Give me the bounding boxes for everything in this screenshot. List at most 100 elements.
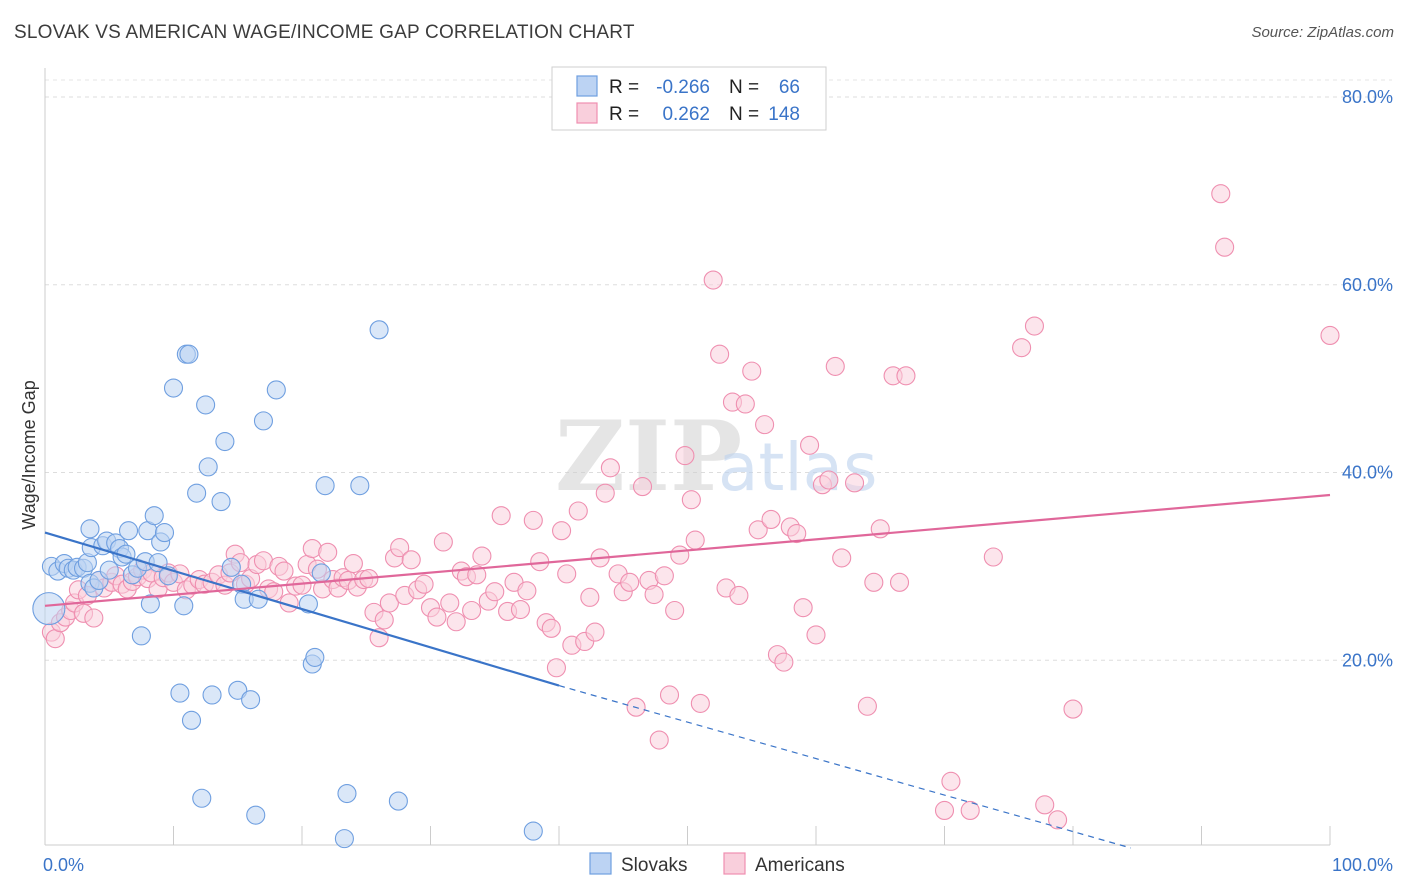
- american-point: [742, 361, 762, 381]
- american-point: [896, 366, 916, 386]
- watermark-zip: ZIP: [555, 400, 742, 513]
- slovak-point: [131, 626, 151, 646]
- american-point: [644, 584, 664, 605]
- american-point: [934, 800, 955, 821]
- slovak-point: [246, 805, 266, 825]
- american-point: [806, 625, 826, 645]
- legend-r-label-americans: R =: [609, 104, 639, 125]
- american-point: [681, 490, 701, 510]
- american-point: [819, 470, 839, 490]
- american-point: [832, 548, 852, 568]
- american-point: [390, 538, 410, 558]
- american-point: [517, 581, 537, 601]
- american-point: [600, 458, 620, 478]
- legend-r-label-slovaks: R =: [609, 77, 639, 98]
- american-point: [675, 446, 695, 466]
- american-point: [793, 598, 813, 618]
- american-point: [446, 612, 466, 632]
- american-point: [523, 510, 543, 530]
- american-point: [620, 572, 640, 592]
- american-point: [755, 415, 775, 435]
- american-point: [274, 561, 294, 581]
- american-point: [472, 546, 492, 566]
- american-point: [857, 696, 877, 716]
- slovak-point: [350, 476, 370, 496]
- american-point: [1012, 338, 1032, 358]
- american-point: [1024, 316, 1044, 336]
- american-point: [427, 607, 447, 627]
- american-point: [440, 593, 460, 613]
- slovak-point: [174, 596, 194, 616]
- slovak-point: [337, 784, 357, 804]
- legend-n-label-americans: N =: [729, 104, 759, 125]
- american-point: [632, 477, 653, 497]
- american-point: [889, 572, 910, 592]
- american-point: [787, 523, 807, 544]
- slovak-point: [198, 457, 218, 477]
- slovak-point: [187, 483, 207, 503]
- american-point: [729, 585, 749, 606]
- american-point: [557, 564, 577, 584]
- slovak-point: [170, 683, 190, 703]
- american-point: [84, 608, 104, 628]
- american-point: [568, 501, 588, 521]
- american-point: [1320, 325, 1340, 345]
- american-point: [960, 800, 980, 821]
- y-tick-label-0: 20.0%: [1342, 650, 1393, 670]
- american-point: [414, 574, 434, 594]
- american-point: [844, 473, 865, 493]
- american-point: [491, 506, 511, 526]
- american-point: [761, 509, 781, 529]
- slovak-point: [228, 680, 248, 700]
- x-tick-label-min: 0.0%: [43, 855, 84, 875]
- legend-swatch-slovaks: [576, 75, 598, 97]
- legend-n-value-americans: 148: [768, 104, 800, 125]
- american-point: [748, 520, 768, 540]
- legend-n-label-slovaks: N =: [729, 77, 759, 98]
- legend-r-value-slovaks: -0.266: [656, 77, 710, 98]
- slovak-point: [523, 821, 543, 841]
- american-point: [941, 771, 961, 791]
- y-axis-label: Wage/Income Gap: [19, 380, 39, 529]
- american-point: [685, 530, 705, 550]
- americans-points: [41, 184, 1340, 830]
- american-point: [774, 652, 794, 672]
- legend-swatch-americans: [576, 102, 598, 124]
- slovak-point: [179, 344, 199, 364]
- slovak-point: [215, 431, 235, 452]
- slovaks-points: [32, 320, 543, 849]
- american-point: [467, 565, 487, 585]
- american-point: [374, 610, 394, 630]
- bottom-legend-americans: Americans: [755, 855, 845, 876]
- american-point: [800, 435, 820, 455]
- bottom-legend-swatch-americans: [723, 852, 746, 875]
- series-legend: Slovaks Americans: [589, 852, 845, 876]
- slovak-point: [181, 710, 202, 730]
- american-point: [595, 483, 615, 503]
- slovak-point: [202, 685, 222, 705]
- slovak-point: [305, 647, 325, 667]
- american-point: [485, 582, 505, 602]
- american-point: [585, 622, 605, 642]
- slovak-point: [140, 594, 160, 614]
- american-point: [1035, 795, 1055, 815]
- stats-legend: R = -0.266 N = 66 R = 0.262 N = 148: [551, 66, 827, 131]
- american-point: [552, 521, 572, 541]
- american-point: [45, 629, 65, 649]
- american-point: [318, 542, 338, 562]
- legend-r-value-americans: 0.262: [662, 104, 710, 125]
- american-point: [546, 658, 566, 678]
- slovak-point: [315, 476, 335, 496]
- slovak-point: [311, 563, 331, 583]
- slovak-point: [298, 594, 318, 614]
- slovak-point: [192, 788, 212, 808]
- slovak-point: [266, 380, 286, 400]
- american-point: [825, 356, 845, 376]
- x-tick-label-max: 100.0%: [1332, 855, 1393, 875]
- american-point: [401, 550, 421, 570]
- american-point: [649, 730, 669, 750]
- slovak-point: [241, 690, 261, 710]
- y-tick-label-3: 80.0%: [1342, 87, 1393, 107]
- slovak-point: [211, 492, 231, 512]
